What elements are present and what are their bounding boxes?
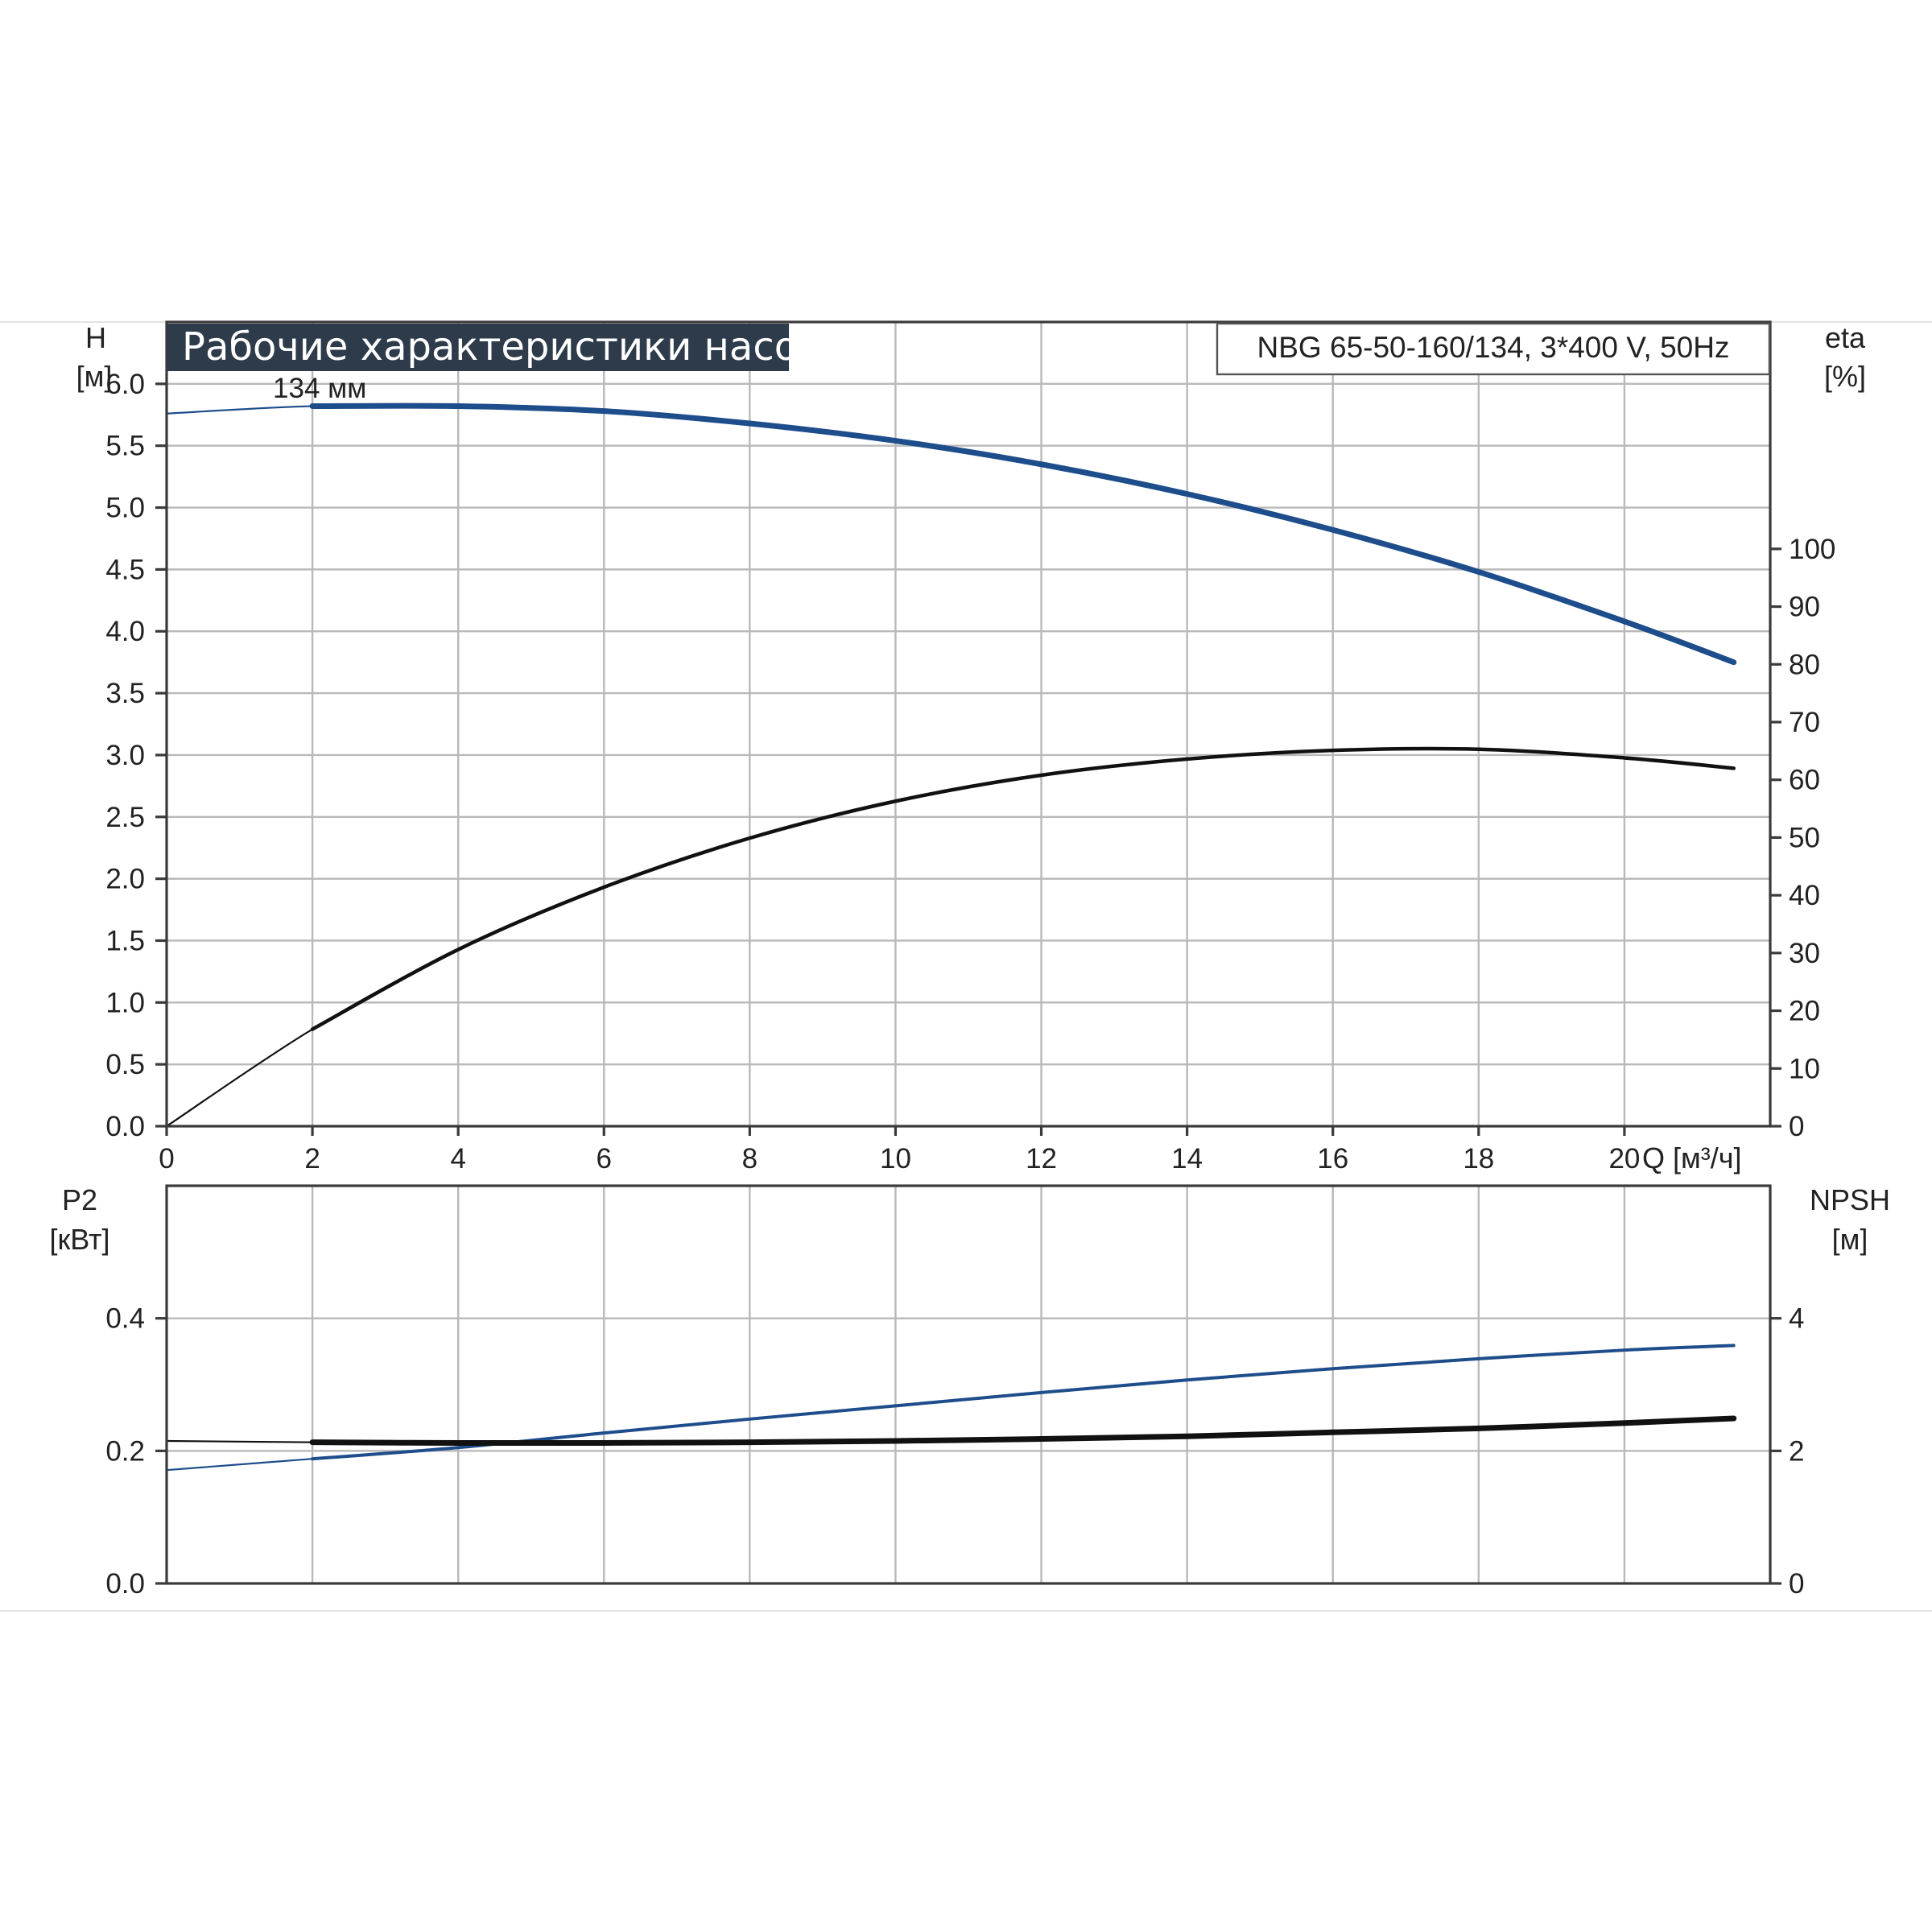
model-label: NBG 65-50-160/134, 3*400 V, 50Hz xyxy=(1257,331,1730,364)
p2-axis-label: P2 xyxy=(62,1183,97,1216)
lower-left-axis: 0.0 0.2 0.4 xyxy=(105,1303,167,1600)
q-tick-label: 4 xyxy=(450,1143,465,1174)
x-axis-label: Q [м³/ч] xyxy=(1642,1141,1742,1174)
upper-curves: 134 мм xyxy=(165,373,1737,1128)
eta-tick-label: 20 xyxy=(1789,996,1820,1027)
eta-tick-label: 60 xyxy=(1789,765,1820,796)
q-tick-label: 6 xyxy=(597,1143,612,1174)
p2-tick-label: 0.4 xyxy=(105,1303,145,1335)
npsh-axis-unit: [м] xyxy=(1832,1223,1868,1256)
q-tick-label: 12 xyxy=(1026,1143,1057,1174)
h-tick-label: 3.0 xyxy=(105,740,145,771)
h-tick-label: 2.5 xyxy=(105,802,145,833)
npsh-tick-label: 4 xyxy=(1789,1303,1804,1335)
lower-panel: 0.0 0.2 0.4 0 2 4 P2 [кВт] NPSH [м] xyxy=(49,1183,1890,1600)
upper-panel: 134 мм 0.0 0.5 1.0 1.5 2.0 2.5 3.0 3.5 4.0 4.5 5.0… xyxy=(76,320,1866,1174)
npsh-axis-label: NPSH xyxy=(1810,1183,1890,1216)
h-tick-label: 0.0 xyxy=(105,1111,145,1142)
npsh-tick-label: 2 xyxy=(1789,1435,1804,1467)
h-tick-label: 1.5 xyxy=(105,925,145,956)
h-tick-label: 2.0 xyxy=(105,864,145,895)
h-tick-label: 0.5 xyxy=(105,1049,145,1080)
p2-axis-unit: [кВт] xyxy=(49,1223,109,1256)
q-tick-label: 8 xyxy=(742,1143,758,1174)
p2-tick-label: 0.0 xyxy=(105,1568,145,1600)
q-tick-label: 2 xyxy=(304,1143,320,1174)
q-tick-label: 18 xyxy=(1463,1143,1494,1174)
title-banner xyxy=(167,324,789,371)
npsh-curve xyxy=(309,1415,1737,1447)
eta-tick-label: 40 xyxy=(1789,880,1820,911)
eta-tick-label: 100 xyxy=(1789,534,1835,565)
eta-axis-unit: [%] xyxy=(1824,360,1866,393)
upper-right-axis: 0 10 20 30 40 50 60 70 80 90 100 xyxy=(1770,534,1835,1142)
upper-plot-frame xyxy=(165,320,1772,1128)
h-tick-label: 6.0 xyxy=(105,369,145,400)
efficiency-curve xyxy=(310,746,1736,1031)
h-tick-label: 3.5 xyxy=(105,678,145,709)
impeller-diameter-label: 134 мм xyxy=(273,373,366,404)
eta-tick-label: 80 xyxy=(1789,649,1820,680)
head-curve-full xyxy=(165,404,1735,663)
h-axis-label: H xyxy=(85,321,106,354)
q-tick-label: 10 xyxy=(880,1143,911,1174)
eta-tick-label: 50 xyxy=(1789,822,1820,853)
h-tick-label: 1.0 xyxy=(105,987,145,1018)
q-tick-label: 0 xyxy=(159,1143,174,1174)
upper-grid xyxy=(167,320,1770,1126)
h-tick-label: 5.5 xyxy=(105,431,145,462)
eta-tick-label: 90 xyxy=(1789,592,1820,623)
q-tick-label: 20 xyxy=(1608,1143,1640,1174)
h-axis-unit: [м] xyxy=(76,360,113,393)
eta-tick-label: 30 xyxy=(1789,938,1820,969)
lower-right-axis: 0 2 4 xyxy=(1770,1303,1804,1600)
eta-tick-label: 10 xyxy=(1789,1053,1820,1084)
h-tick-label: 5.0 xyxy=(105,493,145,524)
upper-left-axis: 0.0 0.5 1.0 1.5 2.0 2.5 3.0 3.5 4.0 4.5 5.0 5.5 6.0 xyxy=(105,369,167,1142)
eta-tick-label: 70 xyxy=(1789,707,1820,738)
eta-axis-label: eta xyxy=(1825,321,1866,354)
lower-grid xyxy=(167,1186,1770,1583)
efficiency-curve-full xyxy=(165,747,1735,1128)
model-box xyxy=(1216,322,1771,376)
p2-tick-label: 0.2 xyxy=(105,1435,145,1467)
lower-curves xyxy=(165,1344,1737,1472)
lower-plot-frame xyxy=(165,1184,1772,1585)
q-tick-label: 14 xyxy=(1171,1143,1203,1174)
q-tick-label: 16 xyxy=(1317,1143,1348,1174)
x-axis: 0 2 4 6 8 10 12 14 16 18 20 xyxy=(159,1126,1640,1174)
chart-title: Рабочие характеристики насоса xyxy=(182,324,843,369)
npsh-tick-label: 0 xyxy=(1789,1568,1804,1600)
eta-tick-label: 0 xyxy=(1789,1111,1804,1142)
h-tick-label: 4.5 xyxy=(105,554,145,585)
power-curve xyxy=(311,1344,1736,1461)
h-tick-label: 4.0 xyxy=(105,616,145,647)
head-curve xyxy=(309,402,1737,666)
